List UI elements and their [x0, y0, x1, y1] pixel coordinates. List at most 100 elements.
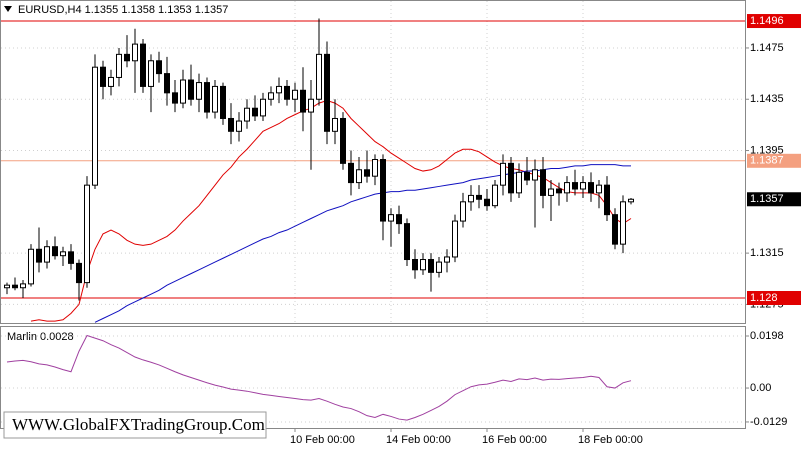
candle-body [468, 194, 474, 203]
candle-body [532, 169, 538, 181]
x-tick-label: 18 Feb 00:00 [578, 434, 643, 446]
candle-body [196, 82, 202, 100]
candle-body [484, 198, 490, 207]
candle-body [276, 85, 282, 94]
x-tick-label: 10 Feb 00:00 [290, 434, 355, 446]
main-panel [0, 0, 746, 324]
x-tick-label: 14 Feb 00:00 [386, 434, 451, 446]
candle-body [140, 43, 146, 87]
level-label-bg [747, 14, 801, 29]
moving-average [30, 100, 632, 322]
candle-body [180, 79, 186, 104]
candle-body [172, 92, 178, 104]
candle-body [20, 283, 26, 289]
y-tick-label: 1.1395 [750, 144, 784, 156]
candle-body [36, 248, 42, 263]
level-label: 1.128 [750, 292, 778, 304]
candle-body [492, 184, 498, 207]
candle-body [372, 159, 378, 177]
candle-body [4, 284, 10, 289]
candle-body [300, 89, 306, 113]
price-label: 1.1357 [750, 193, 784, 205]
candle-body [444, 256, 450, 263]
candle-body [148, 60, 154, 87]
candle-body [164, 73, 170, 94]
candle-body [572, 182, 578, 190]
level-label-bg [747, 153, 801, 168]
candle-body [60, 251, 66, 257]
candle-body [604, 184, 610, 216]
candle-body [212, 85, 218, 113]
candle-body [260, 98, 266, 117]
candle-body [588, 182, 594, 194]
candle-body [100, 66, 106, 87]
candle-body [564, 182, 570, 194]
indicator-panel [0, 326, 746, 429]
candle-body [324, 53, 330, 132]
candle-body [284, 85, 290, 100]
candle-body [404, 223, 410, 261]
candle-body [244, 107, 250, 122]
candle-body [428, 259, 434, 273]
candle-body [308, 98, 314, 113]
candle-body [68, 251, 74, 264]
candle-body [460, 201, 466, 222]
indicator-line [6, 334, 632, 421]
level-label: 1.1496 [750, 15, 784, 27]
candle-body [508, 162, 514, 194]
candle-body [44, 246, 50, 263]
candle-body [188, 79, 194, 100]
candle-body [476, 194, 482, 200]
candle-body [596, 184, 602, 194]
candle-body [28, 248, 34, 285]
y-tick-label: 0.0198 [750, 330, 784, 342]
candle-body [252, 107, 258, 117]
candle-body [540, 169, 546, 196]
candle-body [412, 259, 418, 271]
candle-body [332, 117, 338, 132]
candle-body [580, 182, 586, 190]
candle-body [380, 159, 386, 222]
candle-body [268, 92, 274, 100]
candle-body [132, 43, 138, 62]
candle-body [388, 214, 394, 222]
candle-body [228, 117, 234, 132]
watermark-bg [3, 411, 267, 439]
candle-body [548, 188, 554, 196]
level-label: 1.1387 [750, 155, 784, 167]
candle-body [516, 171, 522, 194]
candle-body [92, 66, 98, 186]
collapse-arrow [4, 6, 12, 12]
chart-title: EURUSD,H4 1.1355 1.1358 1.1353 1.1357 [18, 4, 228, 16]
candle-body [500, 162, 506, 186]
candle-body [620, 201, 626, 245]
candle-body [436, 261, 442, 273]
watermark: WWW.GlobalFXTradingGroup.Com [12, 415, 265, 434]
candle-body [452, 220, 458, 258]
candle-body [204, 82, 210, 113]
candle-body [108, 76, 114, 87]
y-tick-label: 1.1435 [750, 93, 784, 105]
candle-body [364, 169, 370, 177]
y-tick-label: 0.00 [750, 382, 771, 394]
y-tick-label: -0.0129 [750, 416, 787, 428]
candle-body [316, 53, 322, 100]
candle-body [52, 246, 58, 257]
y-tick-label: 1.1315 [750, 247, 784, 259]
x-tick-label: 16 Feb 00:00 [482, 434, 547, 446]
level-label-bg [747, 290, 801, 305]
candle-body [84, 184, 90, 284]
candle-body [628, 198, 634, 203]
candle-body [12, 284, 18, 289]
candle-body [612, 214, 618, 245]
indicator-title: Marlin 0.0028 [7, 331, 74, 343]
candle-body [340, 117, 346, 164]
price-label-bg [747, 192, 801, 207]
candle-body [116, 53, 122, 78]
candle-body [356, 169, 362, 184]
candle-body [396, 214, 402, 225]
candle-body [524, 171, 530, 181]
candle-body [220, 85, 226, 119]
